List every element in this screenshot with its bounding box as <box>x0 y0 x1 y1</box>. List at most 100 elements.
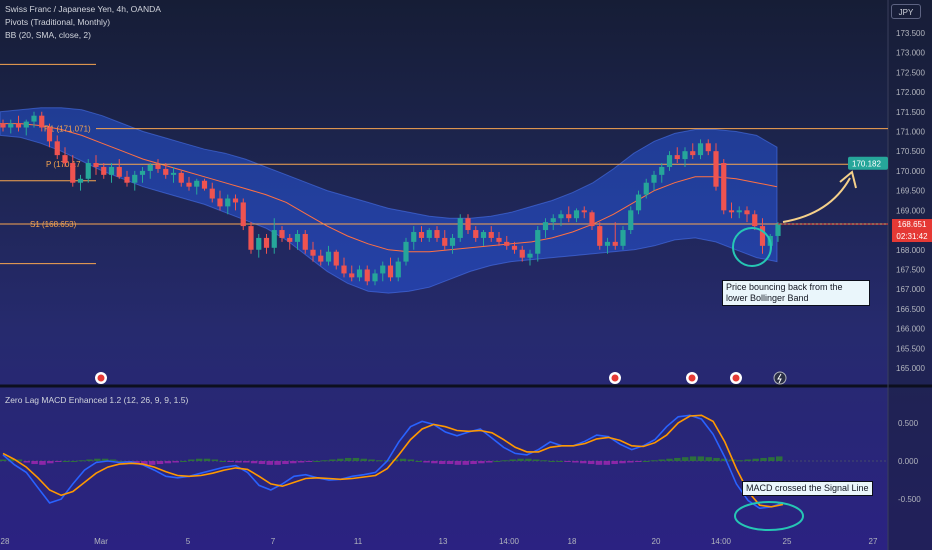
macd-histogram-bar <box>666 458 673 461</box>
macd-tick-label: -0.500 <box>898 495 921 504</box>
candle-body <box>465 218 471 231</box>
macd-histogram-bar <box>768 457 775 461</box>
macd-histogram-bar <box>86 459 93 461</box>
macd-histogram-bar <box>564 461 571 462</box>
macd-histogram-bar <box>31 461 38 465</box>
countdown-label: 02:31:42 <box>892 231 932 242</box>
candle-body <box>356 269 363 278</box>
macd-histogram-bar <box>266 461 274 465</box>
candle-body <box>341 265 347 274</box>
candle-body <box>0 123 6 128</box>
candle-body <box>759 226 766 246</box>
current-price-label: 168.651 <box>892 219 932 231</box>
price-tick-label: 169.500 <box>896 187 925 196</box>
candle-body <box>535 230 541 254</box>
macd-histogram-bar <box>242 461 250 463</box>
macd-histogram-bar <box>478 461 485 464</box>
projection-arrow <box>782 177 851 223</box>
macd-histogram-bar <box>368 459 375 461</box>
candle-body <box>194 180 200 187</box>
macd-histogram-bar <box>642 461 650 462</box>
macd-histogram-bar <box>141 461 148 465</box>
candle-body <box>279 230 285 238</box>
candle-body <box>566 214 572 219</box>
price-tick-label: 173.500 <box>896 29 925 38</box>
bb-legend[interactable]: BB (20, SMA, close, 2) <box>5 30 91 40</box>
price-axis-bg <box>888 0 932 550</box>
pivots-legend[interactable]: Pivots (Traditional, Monthly) <box>5 17 111 27</box>
candle-body <box>604 241 611 246</box>
candle-body <box>209 188 215 199</box>
price-note-line-1: Price bouncing back from the <box>726 282 843 292</box>
candle-body <box>108 166 115 175</box>
candle-body <box>442 237 448 246</box>
candle-body <box>186 182 192 187</box>
macd-histogram-bar <box>23 461 31 463</box>
candle-body <box>8 123 14 128</box>
macd-histogram-bar <box>62 461 70 462</box>
macd-histogram-bar <box>556 461 564 462</box>
macd-histogram-bar <box>180 461 187 462</box>
candle-body <box>147 164 153 171</box>
macd-histogram-bar <box>376 460 383 462</box>
candle-body <box>395 261 401 278</box>
macd-histogram-bar <box>431 461 438 464</box>
price-tick-label: 165.000 <box>896 364 925 373</box>
macd-histogram-bar <box>697 456 705 461</box>
macd-histogram-bar <box>352 457 360 461</box>
candle-body <box>480 232 487 238</box>
chart-title: Swiss Franc / Japanese Yen, 4h, OANDA <box>5 4 161 14</box>
macd-histogram-bar <box>0 459 7 461</box>
macd-histogram-bar <box>423 461 430 463</box>
candle-body <box>411 232 417 242</box>
event-marker-dot <box>97 374 105 382</box>
macd-histogram-bar <box>681 457 689 461</box>
candle-body <box>682 151 688 160</box>
macd-histogram-bar <box>454 461 462 465</box>
macd-histogram-bar <box>250 461 258 464</box>
macd-histogram-bar <box>509 459 516 461</box>
macd-histogram-bar <box>235 461 242 463</box>
macd-histogram-bar <box>674 457 681 461</box>
price-bounce-note: Price bouncing back from the lower Bolli… <box>722 280 870 306</box>
pivot-p-label: P (170.17 <box>46 160 81 169</box>
price-tick-label: 169.000 <box>896 206 925 215</box>
macd-histogram-bar <box>211 459 219 461</box>
macd-histogram-bar <box>172 461 179 463</box>
event-marker-dot <box>611 374 619 382</box>
candle-body <box>217 198 223 207</box>
candle-body <box>434 230 440 238</box>
macd-histogram-bar <box>721 458 728 461</box>
macd-histogram-bar <box>117 461 125 462</box>
candle-body <box>418 232 425 238</box>
candle-body <box>511 245 518 250</box>
projection-arrowhead <box>839 170 857 189</box>
macd-legend[interactable]: Zero Lag MACD Enhanced 1.2 (12, 26, 9, 9… <box>5 395 189 405</box>
macd-histogram-bar <box>603 461 611 465</box>
candle-body <box>666 155 673 167</box>
currency-badge[interactable]: JPY <box>891 4 921 19</box>
time-tick-label: Mar <box>94 537 108 546</box>
macd-histogram-bar <box>15 459 23 461</box>
macd-histogram-bar <box>297 461 305 463</box>
macd-histogram-bar <box>580 461 587 464</box>
target-price-box <box>848 156 888 170</box>
candle-body <box>542 222 549 231</box>
macd-histogram-bar <box>101 458 109 461</box>
time-tick-label: 13 <box>439 537 448 546</box>
time-tick-label: 14:00 <box>711 537 732 546</box>
candle-body <box>387 265 394 278</box>
price-tick-label: 168.000 <box>896 246 925 255</box>
candle-body <box>457 218 463 238</box>
event-marker-dot <box>732 374 740 382</box>
macd-histogram-bar <box>399 458 407 461</box>
candle-body <box>426 230 432 238</box>
macd-histogram-bar <box>776 456 783 461</box>
price-tick-label: 167.500 <box>896 265 925 274</box>
candle-body <box>597 226 603 246</box>
candle-body <box>496 237 502 242</box>
macd-histogram-bar <box>744 459 752 461</box>
candle-body <box>139 170 146 175</box>
candle-body <box>364 269 370 282</box>
